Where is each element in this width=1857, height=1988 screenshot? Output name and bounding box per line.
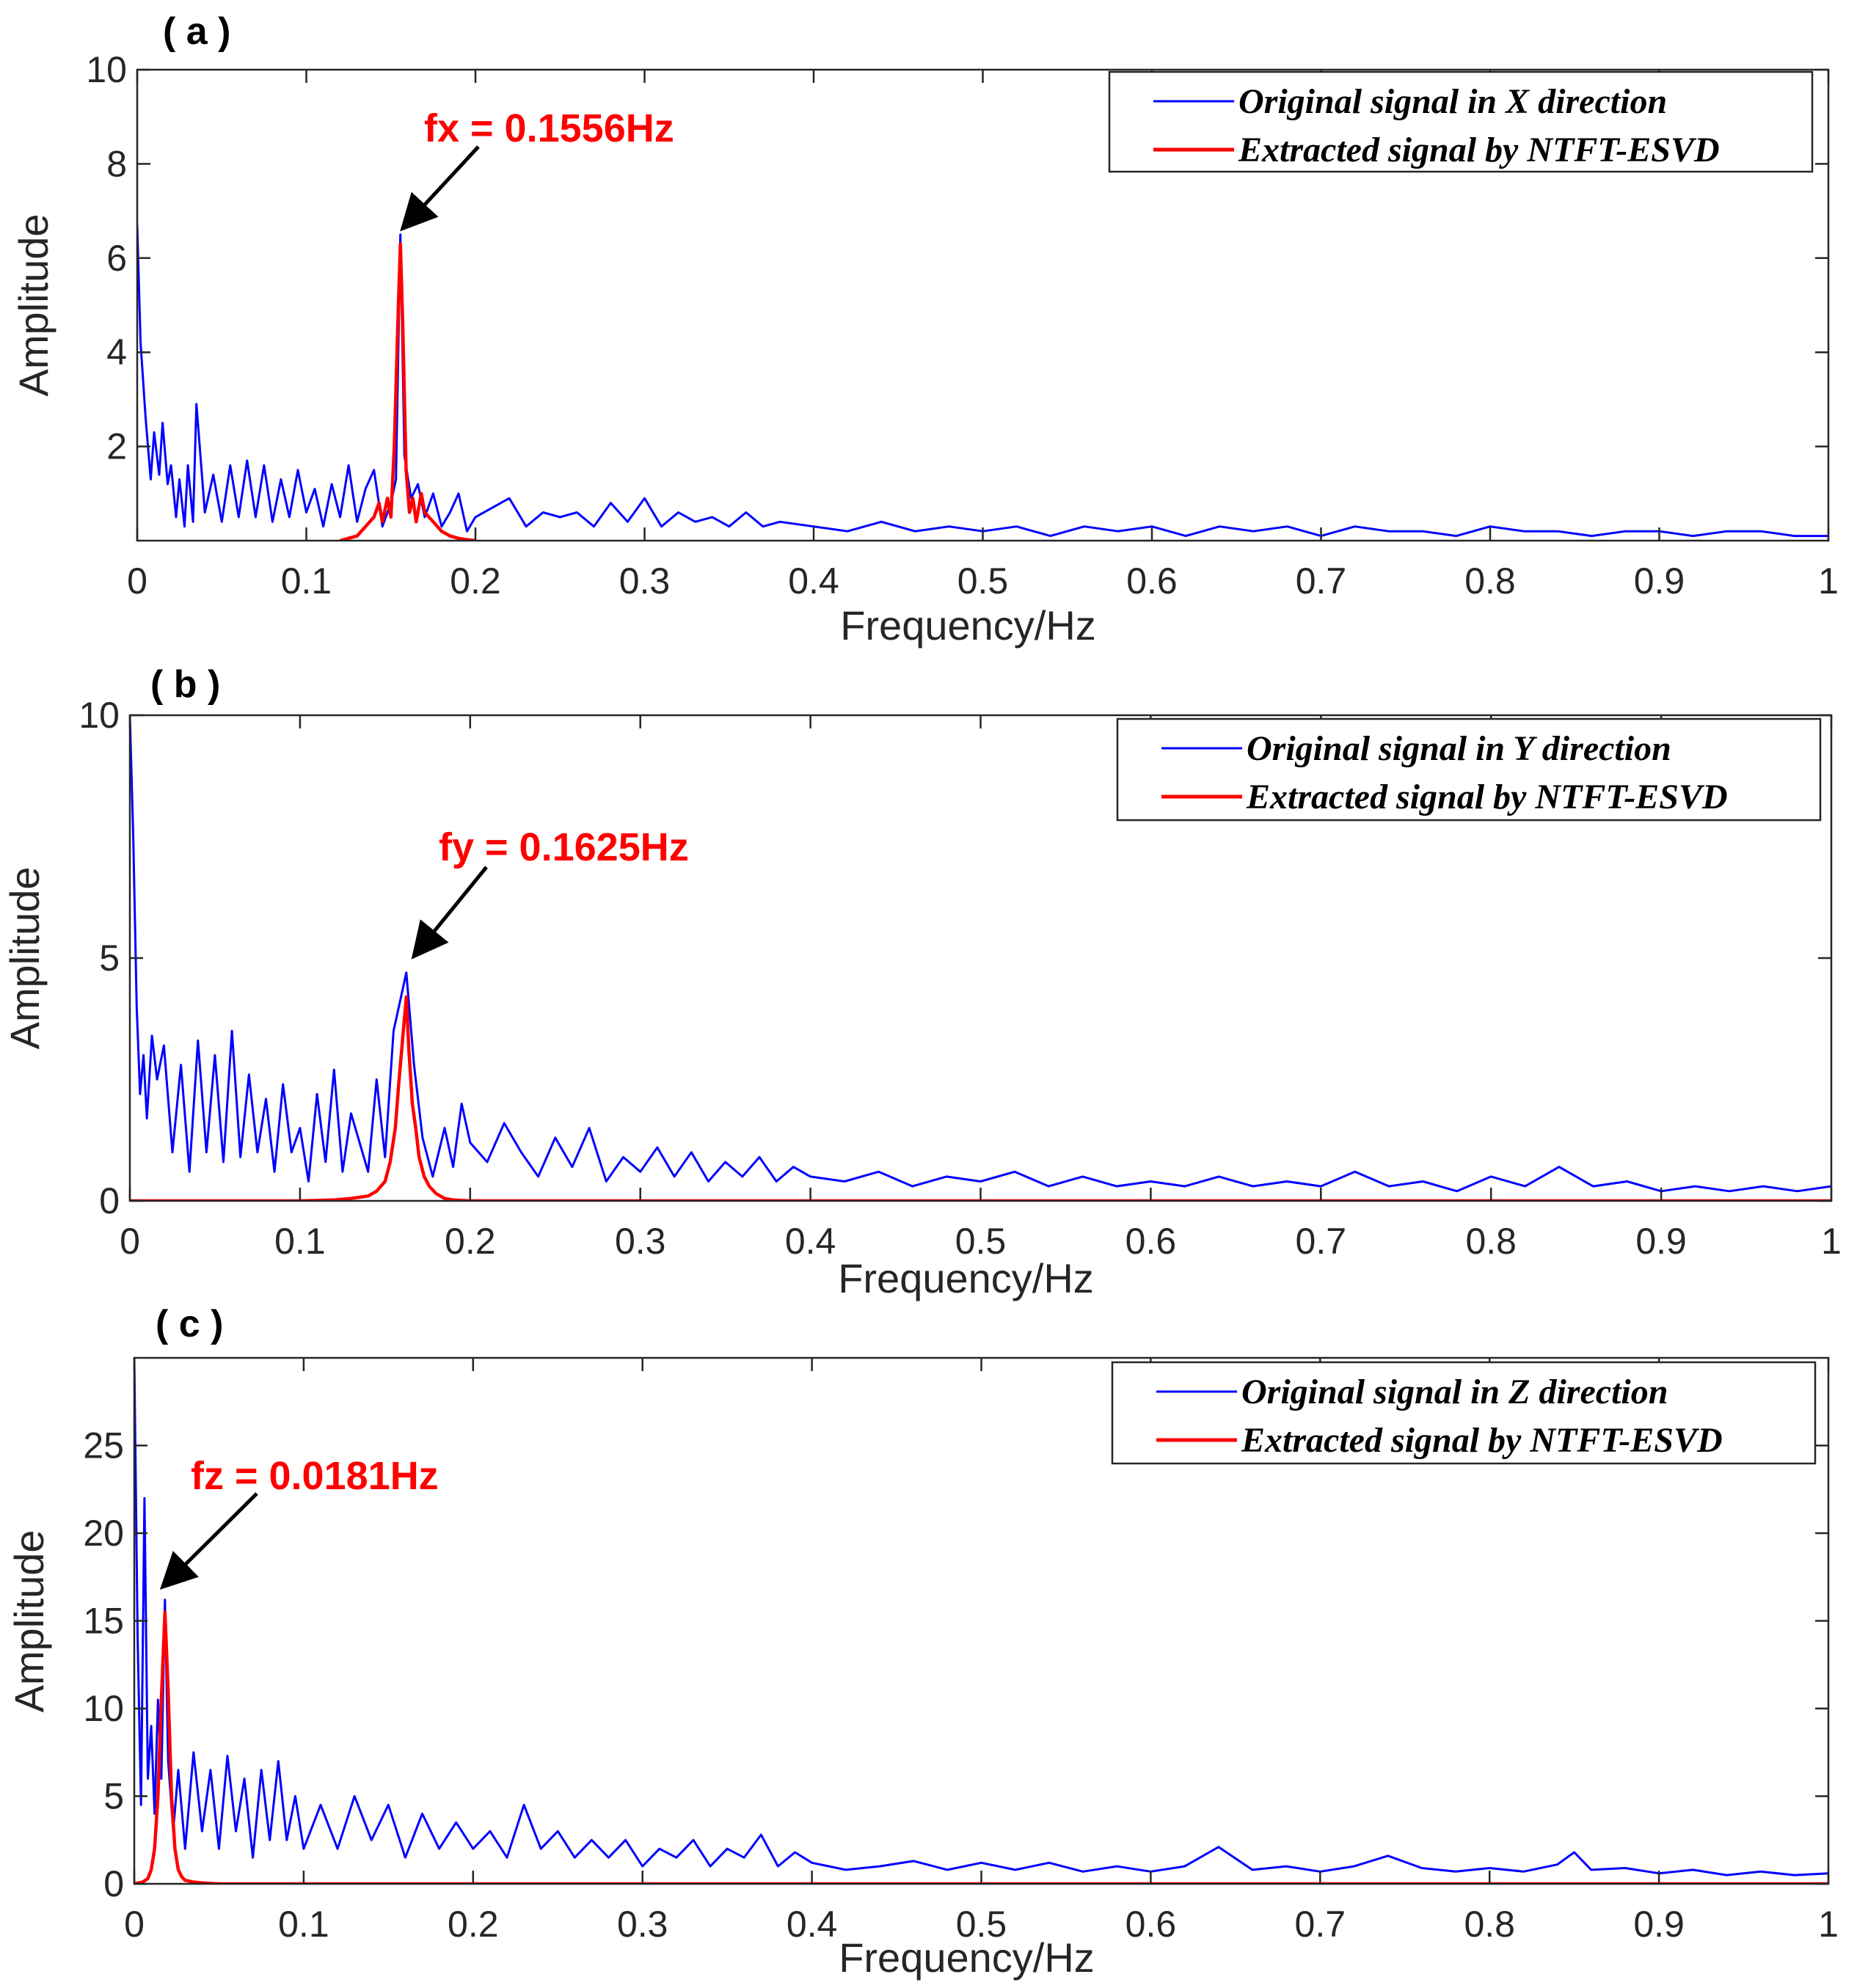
chart-panel-b: 0 0.1 0.2 0.3 0.4 0.5 0.6 0.7 0.8 0.9 10510Frequen…	[1, 663, 1842, 1301]
y-tick-label: 0	[99, 1180, 120, 1221]
y-tick-label: 4	[106, 332, 127, 373]
y-tick-label: 8	[106, 143, 127, 184]
legend-entry: Extracted signal by NTFT-ESVD	[1241, 1421, 1723, 1460]
x-tick-label: 0.3	[617, 1904, 668, 1945]
x-tick-label: 0.2	[445, 1221, 496, 1262]
original-signal-line	[137, 224, 1828, 538]
x-tick-label: 0.8	[1464, 1904, 1515, 1945]
x-tick-label: 0.6	[1126, 560, 1178, 602]
peak-arrow	[411, 866, 488, 960]
x-tick-label: 0	[120, 1221, 140, 1262]
x-tick-label: 0.3	[615, 1221, 666, 1262]
y-tick-label: 10	[83, 1688, 124, 1729]
x-tick-label: 0	[127, 560, 147, 602]
x-tick-label: 0.5	[956, 1904, 1007, 1945]
extracted-signal-line	[339, 242, 476, 541]
x-tick-label: 0.1	[278, 1904, 329, 1945]
legend-entry: Extracted signal by NTFT-ESVD	[1246, 778, 1728, 816]
x-tick-label: 1	[1818, 1904, 1839, 1945]
y-tick-label: 0	[103, 1863, 124, 1904]
x-tick-label: 0.9	[1635, 1221, 1687, 1262]
legend-box	[1111, 1361, 1817, 1465]
y-axis-label: Amplitude	[6, 1530, 52, 1712]
y-tick-label: 20	[83, 1513, 124, 1554]
x-tick-label: 0.2	[450, 560, 501, 602]
x-tick-label: 0.6	[1125, 1904, 1177, 1945]
x-tick-label: 0.8	[1465, 1221, 1517, 1262]
peak-arrow	[159, 1492, 258, 1590]
x-tick-label: 0.1	[281, 560, 332, 602]
y-tick-label: 25	[83, 1425, 124, 1466]
y-axis-label: Amplitude	[1, 866, 48, 1049]
x-tick-label: 0.8	[1464, 560, 1516, 602]
extracted-signal-line	[134, 1610, 1828, 1884]
x-axis-label: Frequency/Hz	[840, 602, 1096, 648]
x-tick-label: 0.9	[1634, 560, 1685, 602]
original-signal-line	[130, 715, 1831, 1193]
x-tick-label: 0	[124, 1904, 145, 1945]
extracted-signal-line	[130, 995, 1831, 1201]
legend-entry: Original signal in Z direction	[1241, 1373, 1668, 1411]
legend-entry: Original signal in Y direction	[1247, 729, 1671, 768]
panel-label: ( c )	[156, 1303, 223, 1345]
y-tick-label: 5	[99, 938, 120, 979]
y-tick-label: 10	[79, 695, 120, 736]
chart-panel-a: 0 0.1 0.2 0.3 0.4 0.5 0.6 0.7 0.8 0.9 1 2 4 6 8 10 Frequ…	[10, 10, 1839, 648]
x-tick-label: 1	[1821, 1221, 1842, 1262]
y-tick-label: 15	[83, 1601, 124, 1642]
legend-box	[1108, 70, 1814, 173]
peak-annotation: fx = 0.1556Hz	[424, 106, 674, 150]
peak-arrow	[400, 145, 480, 232]
x-tick-label: 0.3	[619, 560, 671, 602]
x-axis-label: Frequency/Hz	[839, 1934, 1095, 1981]
x-tick-label: 0.7	[1296, 1221, 1347, 1262]
x-tick-label: 0.4	[788, 560, 839, 602]
x-tick-label: 0.9	[1633, 1904, 1685, 1945]
chart-panel-c: 0 0.1 0.2 0.3 0.4 0.5 0.6 0.7 0.8 0.9 10510152025F…	[6, 1303, 1839, 1981]
panel-label: ( b )	[150, 663, 220, 706]
x-tick-label: 0.4	[785, 1221, 836, 1262]
original-signal-line	[134, 1358, 1828, 1876]
y-tick-label: 6	[106, 238, 127, 279]
x-tick-label: 0.1	[274, 1221, 326, 1262]
x-axis-label: Frequency/Hz	[838, 1255, 1094, 1301]
x-tick-label: 0.6	[1125, 1221, 1177, 1262]
y-tick-label: 10	[86, 49, 127, 90]
y-tick-label: 2	[106, 426, 127, 467]
x-tick-label: 0.7	[1295, 1904, 1346, 1945]
x-tick-label: 0.2	[448, 1904, 499, 1945]
legend-entry: Extracted signal by NTFT-ESVD	[1238, 131, 1720, 169]
peak-annotation: fy = 0.1625Hz	[439, 825, 689, 869]
x-tick-label: 0.4	[787, 1904, 838, 1945]
x-tick-label: 1	[1818, 560, 1839, 602]
x-tick-label: 0.7	[1296, 560, 1347, 602]
x-tick-label: 0.5	[957, 560, 1009, 602]
legend-box	[1116, 717, 1822, 822]
panel-label: ( a )	[163, 10, 230, 53]
peak-annotation: fz = 0.0181Hz	[191, 1454, 439, 1498]
y-axis-label: Amplitude	[10, 213, 56, 396]
legend-entry: Original signal in X direction	[1238, 82, 1667, 121]
x-tick-label: 0.5	[955, 1221, 1007, 1262]
y-tick-label: 5	[103, 1776, 124, 1817]
